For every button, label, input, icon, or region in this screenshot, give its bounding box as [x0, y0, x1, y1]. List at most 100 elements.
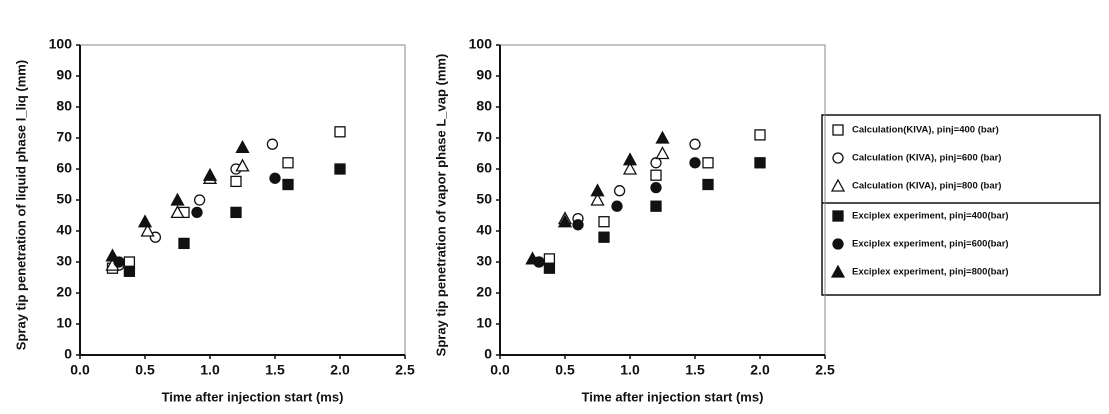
- x-tick-label: 1.0: [620, 362, 640, 378]
- marker-square: [650, 169, 662, 181]
- marker-triangle: [590, 183, 605, 197]
- marker-square: [178, 237, 190, 250]
- marker-square: [334, 126, 346, 138]
- x-axis-label: Time after injection start (ms): [582, 389, 764, 404]
- x-tick-label: 0.5: [555, 362, 575, 378]
- marker-triangle: [170, 192, 185, 206]
- marker-triangle: [590, 192, 605, 206]
- x-tick-label: 2.5: [815, 362, 835, 378]
- marker-square: [230, 175, 242, 188]
- x-tick-label: 0.0: [490, 362, 510, 378]
- marker-square: [282, 178, 294, 191]
- marker-square: [123, 265, 136, 277]
- y-tick-label: 90: [56, 67, 72, 83]
- y-tick-label: 100: [49, 36, 73, 52]
- y-tick-label: 30: [56, 253, 72, 269]
- marker-circle: [650, 181, 662, 194]
- marker-circle: [269, 172, 281, 184]
- marker-circle: [611, 200, 623, 212]
- marker-circle: [266, 138, 279, 150]
- marker-triangle: [170, 205, 185, 219]
- y-tick-label: 40: [476, 222, 492, 238]
- marker-triangle: [655, 146, 670, 160]
- marker-triangle: [105, 248, 120, 262]
- legend-box: [821, 114, 1101, 296]
- x-tick-label: 2.5: [395, 362, 415, 378]
- marker-triangle: [557, 214, 573, 228]
- marker-triangle: [655, 130, 670, 144]
- plot-frame: [79, 44, 406, 356]
- marker-square: [230, 206, 242, 219]
- marker-square: [334, 163, 346, 175]
- x-tick-label: 0.5: [135, 362, 155, 378]
- marker-square: [754, 129, 766, 141]
- marker-circle: [191, 206, 203, 219]
- marker-circle: [650, 157, 662, 169]
- marker-circle: [613, 185, 626, 197]
- marker-square: [702, 157, 714, 169]
- legend-marker: [830, 178, 846, 192]
- y-tick-label: 50: [476, 191, 492, 207]
- legend-marker: [832, 210, 844, 222]
- legend-marker: [830, 264, 846, 278]
- y-tick-label: 80: [56, 98, 72, 114]
- legend-marker: [832, 124, 844, 136]
- marker-triangle: [235, 139, 250, 153]
- y-tick-label: 70: [476, 129, 492, 145]
- y-tick-label: 80: [476, 98, 492, 114]
- legend-label: Exciplex experiment, pinj=600(bar): [852, 239, 1009, 250]
- marker-circle: [572, 219, 584, 231]
- x-tick-label: 2.0: [750, 362, 770, 378]
- marker-circle: [689, 138, 701, 150]
- marker-square: [598, 216, 610, 228]
- marker-square: [650, 200, 662, 212]
- marker-triangle: [525, 251, 540, 265]
- x-tick-label: 1.5: [265, 362, 285, 378]
- y-tick-label: 50: [56, 191, 72, 207]
- marker-square: [543, 253, 556, 265]
- y-tick-label: 90: [476, 67, 492, 83]
- x-tick-label: 0.0: [70, 362, 90, 378]
- y-axis-label: Spray tip penetration of vapor phase L_v…: [433, 54, 448, 357]
- legend-label: Exciplex experiment, pinj=800(bar): [852, 267, 1009, 278]
- y-tick-label: 40: [56, 222, 72, 238]
- y-tick-label: 0: [484, 346, 492, 362]
- marker-triangle: [235, 158, 250, 172]
- marker-circle: [193, 194, 206, 206]
- y-tick-label: 60: [56, 160, 72, 176]
- marker-triangle: [137, 214, 153, 228]
- y-axis-label: Spray tip penetration of liquid phase l_…: [13, 60, 28, 350]
- legend-label: Calculation (KIVA), pinj=800 (bar): [852, 181, 1001, 192]
- x-tick-label: 2.0: [330, 362, 350, 378]
- y-tick-label: 20: [56, 284, 72, 300]
- y-tick-label: 70: [56, 129, 72, 145]
- y-tick-label: 20: [476, 284, 492, 300]
- legend-marker: [832, 152, 844, 164]
- legend-label: Calculation (KIVA), pinj=600 (bar): [852, 153, 1001, 164]
- marker-square: [598, 231, 610, 243]
- plot-frame: [499, 44, 826, 356]
- y-tick-label: 10: [476, 315, 492, 331]
- marker-triangle: [622, 152, 638, 166]
- x-axis-label: Time after injection start (ms): [162, 389, 344, 404]
- legend-marker: [832, 238, 844, 250]
- marker-square: [543, 262, 556, 274]
- y-tick-label: 0: [64, 346, 72, 362]
- marker-triangle: [140, 223, 155, 237]
- y-tick-label: 10: [56, 315, 72, 331]
- x-tick-label: 1.0: [200, 362, 220, 378]
- marker-square: [754, 157, 766, 169]
- marker-triangle: [202, 167, 218, 181]
- marker-circle: [689, 157, 701, 169]
- y-tick-label: 30: [476, 253, 492, 269]
- legend-label: Calculation(KIVA), pinj=400 (bar): [852, 125, 999, 136]
- marker-square: [123, 256, 136, 268]
- marker-square: [702, 178, 714, 191]
- legend-label: Exciplex experiment, pinj=400(bar): [852, 211, 1009, 222]
- x-tick-label: 1.5: [685, 362, 705, 378]
- marker-square: [282, 157, 294, 169]
- marker-triangle: [622, 161, 638, 175]
- y-tick-label: 100: [469, 36, 493, 52]
- y-tick-label: 60: [476, 160, 492, 176]
